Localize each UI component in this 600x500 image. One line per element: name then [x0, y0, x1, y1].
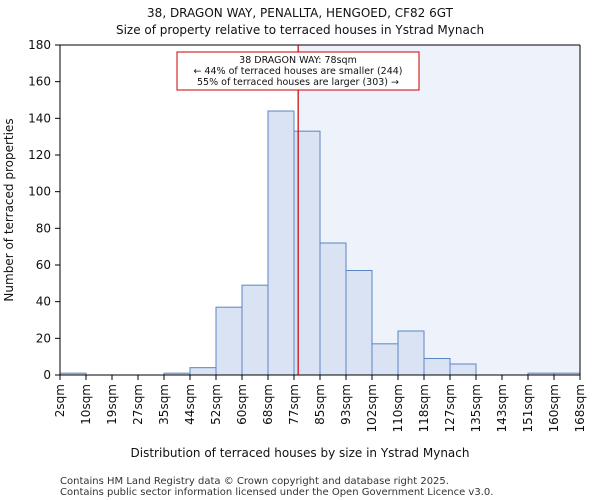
x-tick-label: 68sqm — [261, 384, 275, 425]
y-tick-label: 40 — [36, 295, 51, 309]
x-tick-label: 110sqm — [391, 384, 405, 432]
plot-area: 0 20 40 60 80 100 120 140 160 180 2sqm 10sqm 19sqm 27… — [28, 38, 587, 432]
annotation-line-1: 38 DRAGON WAY: 78sqm — [239, 55, 357, 66]
footer-copyright: Contains HM Land Registry data © Crown c… — [60, 476, 449, 487]
chart-subtitle: Size of property relative to terraced ho… — [116, 23, 484, 37]
annotation-line-3: 55% of terraced houses are larger (303) … — [197, 77, 399, 88]
x-tick-label: 127sqm — [443, 384, 457, 432]
x-tick-label: 19sqm — [105, 384, 119, 425]
y-tick-label: 20 — [36, 331, 51, 345]
x-tick-label: 102sqm — [365, 384, 379, 432]
x-tick-label: 135sqm — [469, 384, 483, 432]
bar-52sqm — [215, 306, 243, 376]
annotation-box — [176, 51, 420, 91]
annotation-line-2: ← 44% of terraced houses are smaller (24… — [193, 66, 402, 77]
bar-127sqm — [449, 363, 477, 376]
y-tick-label: 160 — [28, 75, 51, 89]
x-tick-label: 44sqm — [183, 384, 197, 425]
x-tick-label: 168sqm — [573, 384, 587, 432]
x-tick-label: 151sqm — [521, 384, 535, 432]
bar-110sqm — [397, 330, 425, 376]
bar-102sqm — [371, 343, 399, 376]
x-tick-label: 143sqm — [495, 384, 509, 432]
bar-68sqm — [267, 110, 295, 376]
bar-85sqm — [319, 242, 347, 376]
chart-title: 38, DRAGON WAY, PENALLTA, HENGOED, CF82 … — [147, 6, 454, 20]
x-tick-label: 160sqm — [547, 384, 561, 432]
x-tick-label: 93sqm — [339, 384, 353, 425]
footer-licence: Contains public sector information licen… — [60, 487, 493, 498]
y-axis-label: Number of terraced properties — [2, 118, 16, 301]
y-tick-label: 80 — [36, 221, 51, 235]
x-tick-label: 35sqm — [157, 384, 171, 425]
x-tick-label: 27sqm — [131, 384, 145, 425]
y-tick-label: 180 — [28, 38, 51, 52]
x-tick-label: 77sqm — [287, 384, 301, 425]
x-axis-label: Distribution of terraced houses by size … — [131, 446, 470, 460]
x-tick-label: 85sqm — [313, 384, 327, 425]
x-tick-label: 2sqm — [53, 384, 67, 417]
x-tick-label: 118sqm — [417, 384, 431, 432]
y-tick-label: 100 — [28, 185, 51, 199]
x-tick-label: 10sqm — [79, 384, 93, 425]
x-tick-label: 52sqm — [209, 384, 223, 425]
x-tick-label: 60sqm — [235, 384, 249, 425]
bar-44sqm — [189, 367, 217, 376]
y-tick-label: 120 — [28, 148, 51, 162]
bar-93sqm — [345, 270, 373, 376]
y-tick-label: 60 — [36, 258, 51, 272]
y-tick-label: 140 — [28, 111, 51, 125]
y-tick-label: 0 — [43, 368, 51, 382]
bar-118sqm — [423, 358, 451, 376]
bar-60sqm — [241, 284, 269, 376]
